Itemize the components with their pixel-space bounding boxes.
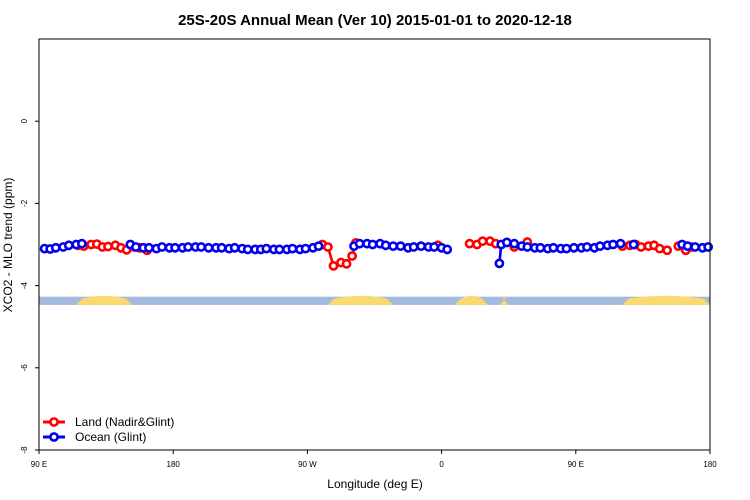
series-1-point-10 [144, 242, 154, 253]
series-1-point-2 [50, 242, 61, 253]
x-axis-label: Longitude (deg E) [327, 477, 422, 491]
series-1-point-51 [442, 244, 453, 255]
series-1-point-77 [703, 242, 714, 252]
series-1-point-12 [157, 242, 167, 252]
x-tick-label-2: 90 W [298, 460, 317, 469]
series-1-point-38 [354, 238, 365, 249]
land-segment-2 [454, 295, 489, 305]
series-1-point-61 [548, 242, 559, 253]
series-1-point-28 [261, 243, 272, 254]
x-axis: 90 E 180 90 W 0 90 E 180 [31, 450, 717, 469]
series-0-point-34 [662, 245, 673, 256]
series-1 [39, 237, 714, 269]
y-tick-label-1: -2 [20, 199, 29, 207]
x-tick-label-0: 90 E [31, 460, 47, 469]
y-tick-label-2: -4 [20, 281, 29, 289]
series-1-point-57 [522, 242, 533, 252]
plot-frame [38, 38, 711, 451]
series-1-point-44 [395, 241, 406, 252]
series-0-point-33 [654, 243, 665, 254]
land-segment-0 [76, 295, 133, 305]
x-tick-label-3: 0 [439, 460, 444, 469]
series-1-point-8 [131, 242, 141, 252]
series-1-point-64 [569, 242, 579, 253]
x-tick-label-5: 180 [703, 460, 717, 469]
series-1-point-52 [494, 258, 505, 269]
y-axis: 0 -2 -4 -6 -8 [20, 118, 39, 454]
series-1-point-23 [229, 242, 240, 253]
y-tick-label-3: -6 [20, 364, 29, 372]
series-1-point-19 [203, 242, 214, 253]
series-1-point-42 [380, 240, 391, 251]
land-ocean-band [39, 295, 710, 305]
series-0-point-17 [347, 251, 358, 261]
legend-ocean-label: Ocean (Glint) [75, 430, 146, 444]
series-1-point-18 [196, 242, 207, 252]
series-1-point-68 [595, 241, 605, 252]
land-segment-3 [499, 295, 509, 305]
series-0-point-30 [636, 242, 646, 252]
x-tick-label-1: 180 [167, 460, 181, 469]
series-1-point-63 [561, 243, 572, 254]
y-tick-label-4: -8 [20, 446, 29, 454]
series-0-point-5 [103, 241, 113, 252]
series-0-point-22 [477, 236, 488, 247]
series-1-point-49 [429, 242, 440, 252]
series-1-point-14 [170, 242, 180, 253]
series-1-point-54 [501, 237, 512, 248]
series-0-point-13 [323, 242, 333, 252]
series-1-point-55 [509, 238, 520, 249]
chart-title: 25S-20S Annual Mean (Ver 10) 2015-01-01 … [178, 12, 572, 29]
x-tick-label-4: 90 E [568, 460, 584, 469]
series-1-point-6 [76, 238, 87, 249]
series-0-point-20 [464, 238, 475, 249]
series-0-point-16 [341, 258, 352, 269]
series-1-point-43 [388, 241, 399, 252]
land-segment-1 [327, 295, 394, 305]
series-1-point-36 [313, 241, 324, 252]
y-axis-label: XCO2 - MLO trend (ppm) [1, 178, 15, 313]
plot-series [39, 236, 714, 271]
series-1-point-4 [63, 240, 74, 251]
series-1-point-25 [242, 244, 253, 255]
series-1-point-16 [183, 242, 194, 252]
land-segment-4 [622, 295, 710, 305]
legend-ocean-marker [49, 432, 59, 442]
series-1-point-30 [274, 244, 285, 255]
series-1-point-75 [690, 242, 700, 252]
series-1-point-71 [615, 238, 626, 249]
series-1-point-74 [682, 241, 693, 252]
y-tick-label-0: 0 [20, 118, 29, 123]
legend-land-marker [49, 417, 59, 427]
series-1-point-66 [582, 242, 592, 252]
series-1-point-47 [416, 241, 426, 252]
series-1-point-40 [367, 239, 378, 250]
series-0-point-14 [328, 260, 339, 271]
series-1-point-72 [628, 239, 639, 250]
legend-land-label: Land (Nadir&Glint) [75, 415, 174, 429]
series-1-point-59 [535, 242, 546, 253]
series-1-point-46 [408, 242, 419, 252]
series-1-point-21 [216, 242, 227, 253]
series-1-point-34 [300, 243, 311, 254]
series-1-point-32 [287, 243, 298, 254]
series-1-point-70 [608, 239, 618, 250]
legend: Land (Nadir&Glint) Ocean (Glint) [43, 415, 174, 444]
